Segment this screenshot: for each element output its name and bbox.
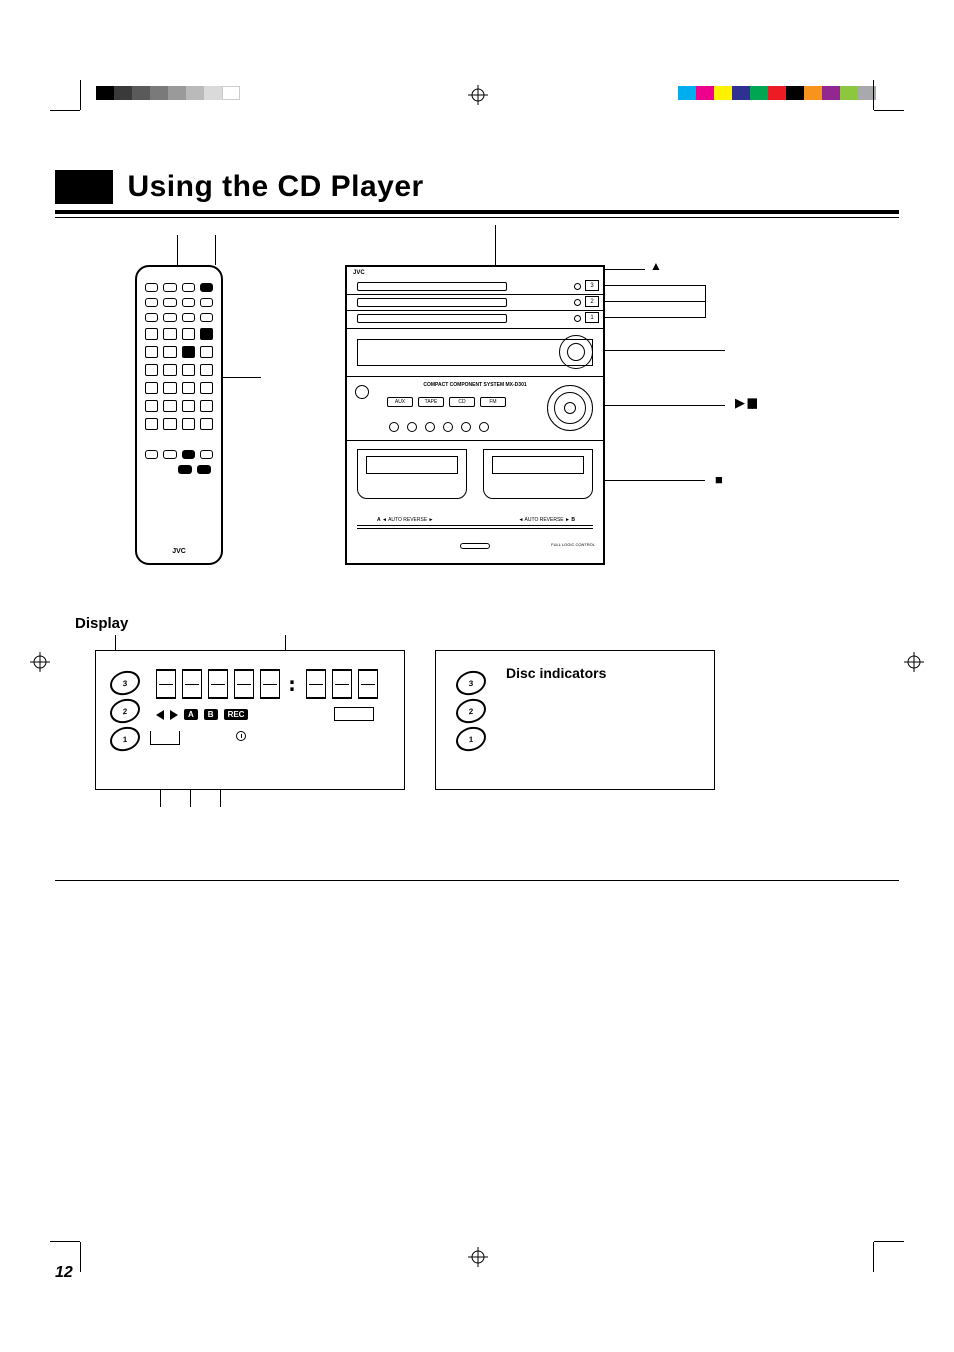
display-section-label: Display	[75, 615, 128, 632]
display-panel-diagram: 3 2 1 : A B REC	[95, 650, 405, 790]
track-box	[334, 707, 374, 721]
power-button	[355, 385, 369, 399]
segment-display: :	[156, 669, 378, 699]
remote-control: JVC	[135, 265, 223, 565]
repeat-icon	[150, 731, 180, 745]
display-indicators: A B REC	[156, 709, 248, 720]
main-unit: JVC 3 2 1 COMPACT COMPONENT SYSTEM MX-D3…	[345, 265, 605, 565]
eject-icon: ▲	[650, 259, 662, 273]
tape-deck-b	[483, 449, 593, 499]
play-pause-icon: ▶ ▮▮	[735, 395, 755, 411]
tray-2-badge: 2	[585, 296, 599, 307]
stop-icon: ■	[715, 472, 723, 487]
rec-tag: REC	[224, 709, 249, 720]
header-marker	[55, 170, 113, 204]
unit-display-screen	[357, 339, 593, 366]
source-btn: TAPE	[418, 397, 444, 407]
deck-b-tag: B	[204, 709, 218, 720]
timer-icon	[236, 731, 246, 741]
volume-knob	[547, 385, 593, 431]
unit-brand: JVC	[353, 270, 365, 276]
illustration-area: JVC JVC 3 2 1 COMPACT COMPONENT SYSTEM M…	[95, 255, 859, 585]
page-content: Using the CD Player JVC	[55, 80, 899, 1292]
direction-left-icon	[156, 710, 164, 720]
page-header: Using the CD Player	[55, 170, 899, 218]
full-logic-label: FULL LOGIC CONTROL	[551, 542, 595, 547]
disc-indicators-label: Disc indicators	[506, 665, 606, 681]
direction-right-icon	[170, 710, 178, 720]
source-btn: CD	[449, 397, 475, 407]
disc-indicators-panel: 3 2 1 Disc indicators	[435, 650, 715, 790]
source-btn: AUX	[387, 397, 413, 407]
deck-a-tag: A	[184, 709, 198, 720]
page-title: Using the CD Player	[127, 170, 423, 204]
disc-stack-icon: 3 2 1	[110, 671, 146, 755]
registration-mark-icon	[30, 652, 50, 672]
source-btn: FM	[480, 397, 506, 407]
tray-1-badge: 1	[585, 312, 599, 323]
disc-stack-icon: 3 2 1	[456, 671, 492, 755]
remote-brand: JVC	[137, 548, 221, 555]
page-number: 12	[55, 1264, 73, 1282]
section-rule	[55, 880, 899, 881]
unit-model: COMPACT COMPONENT SYSTEM MX-D301	[423, 382, 526, 388]
tray-3-badge: 3	[585, 280, 599, 291]
mode-knob	[559, 335, 593, 369]
tape-deck-a	[357, 449, 467, 499]
registration-mark-icon	[904, 652, 924, 672]
